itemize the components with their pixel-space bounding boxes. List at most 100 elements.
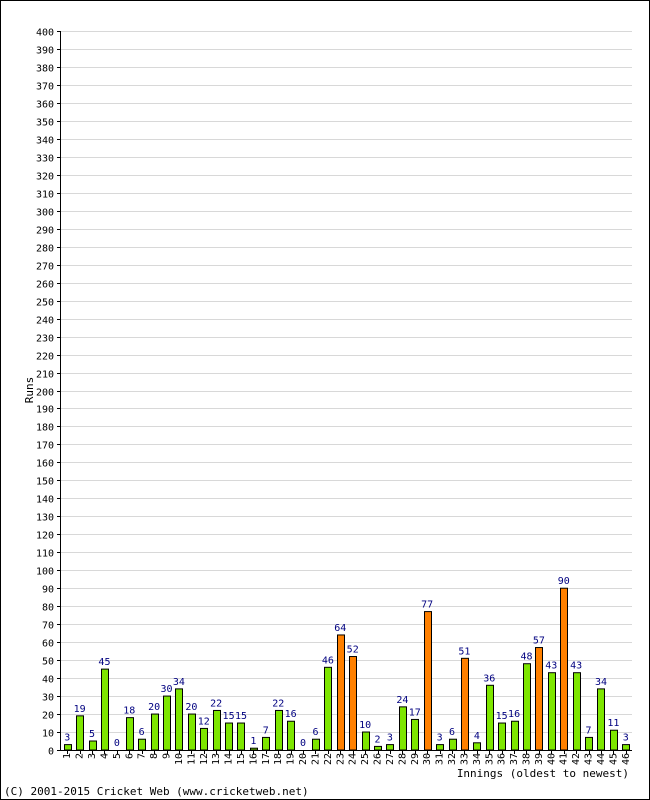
y-tick-label: 330 [36, 154, 54, 165]
bar-value-label: 6 [449, 727, 455, 738]
bar-value-label: 0 [114, 738, 120, 749]
y-tick-label: 190 [36, 405, 54, 416]
bar [138, 738, 146, 751]
bar-value-label: 51 [458, 646, 470, 657]
x-tick-label: 43 [584, 753, 595, 765]
x-tick-label: 18 [273, 753, 284, 765]
y-tick-label: 70 [42, 621, 54, 632]
bar-value-label: 22 [210, 698, 222, 709]
bar [374, 745, 382, 751]
x-tick-label: 22 [323, 753, 334, 765]
y-tick-label: 310 [36, 190, 54, 201]
y-tick-label: 20 [42, 711, 54, 722]
x-tick-label: 28 [397, 753, 408, 765]
y-tick-label: 260 [36, 280, 54, 291]
bar-value-label: 12 [198, 716, 210, 727]
bar [511, 720, 519, 751]
bar-value-label: 17 [409, 707, 421, 718]
bar [449, 738, 457, 751]
bar [411, 718, 419, 751]
x-tick-label: 46 [621, 753, 632, 765]
bar-value-label: 77 [421, 600, 433, 611]
x-tick-label: 45 [608, 753, 619, 765]
x-tick-label: 26 [373, 753, 384, 765]
bar [126, 717, 134, 751]
x-tick-label: 9 [162, 753, 173, 759]
bar [610, 729, 618, 751]
bar [337, 634, 345, 751]
bar-value-label: 45 [98, 657, 110, 668]
bar-value-label: 3 [437, 733, 443, 744]
x-tick-label: 33 [459, 753, 470, 765]
x-tick-label: 38 [521, 753, 532, 765]
x-tick-label: 24 [348, 753, 359, 765]
y-tick-label: 270 [36, 262, 54, 273]
bar [436, 744, 444, 751]
bar [89, 740, 97, 751]
bar [622, 744, 630, 751]
bar-value-label: 16 [285, 709, 297, 720]
bar-value-label: 3 [387, 733, 393, 744]
bar-value-label: 20 [185, 702, 197, 713]
y-tick-label: 390 [36, 46, 54, 57]
y-tick-label: 380 [36, 64, 54, 75]
y-axis-ticks: 0 10 20 30 40 50 60 70 80 90 100 110 120 130 140 150 160… [36, 28, 54, 758]
y-tick-label: 60 [42, 639, 54, 650]
x-tick-label: 27 [385, 753, 396, 765]
y-tick-label: 130 [36, 513, 54, 524]
bar [498, 722, 506, 751]
x-tick-label: 32 [447, 753, 458, 765]
y-tick-label: 180 [36, 423, 54, 434]
bar [324, 666, 332, 751]
bar [486, 684, 494, 751]
y-tick-label: 290 [36, 226, 54, 237]
bar [275, 709, 283, 751]
bar [188, 713, 196, 751]
bar-value-label: 11 [607, 718, 619, 729]
y-tick-label: 400 [36, 28, 54, 39]
x-tick-label: 16 [248, 753, 259, 765]
bar [523, 663, 531, 751]
bar [213, 709, 221, 751]
bar-value-label: 30 [160, 684, 172, 695]
y-tick-label: 340 [36, 136, 54, 147]
bar [250, 747, 258, 751]
bar-value-label: 52 [347, 645, 359, 656]
bar [76, 715, 84, 751]
bar-value-label: 0 [300, 738, 306, 749]
grid-lines [57, 31, 632, 751]
bar-value-label: 19 [74, 704, 86, 715]
y-tick-label: 250 [36, 298, 54, 309]
y-tick-label: 100 [36, 567, 54, 578]
x-tick-label: 36 [497, 753, 508, 765]
x-tick-label: 23 [335, 753, 346, 765]
bar-value-label: 4 [474, 731, 480, 742]
x-tick-label: 11 [186, 753, 197, 765]
bar-value-label: 57 [533, 636, 545, 647]
bar [349, 656, 357, 751]
bar [548, 672, 556, 751]
x-axis-ticks: 1 2 3 4 5 6 7 8 9 10 11 12 13 14 15 16 17 18 19 20 21 22 23 24 2… [62, 750, 632, 765]
x-tick-label: 35 [484, 753, 495, 765]
x-tick-label: 30 [422, 753, 433, 765]
bar [597, 688, 605, 751]
x-tick-label: 8 [149, 753, 160, 759]
bar-value-label: 7 [263, 725, 269, 736]
x-tick-label: 39 [534, 753, 545, 765]
y-tick-label: 230 [36, 334, 54, 345]
y-tick-label: 40 [42, 675, 54, 686]
bar-value-label: 2 [375, 734, 381, 745]
x-tick-label: 34 [472, 753, 483, 765]
bar [461, 657, 469, 751]
y-tick-label: 370 [36, 82, 54, 93]
bar-value-label: 16 [508, 709, 520, 720]
y-tick-label: 200 [36, 388, 54, 399]
x-tick-label: 29 [410, 753, 421, 765]
x-tick-label: 37 [509, 753, 520, 765]
bar-value-label: 18 [123, 706, 135, 717]
bar [200, 727, 208, 751]
bar [237, 722, 245, 751]
bar [573, 672, 581, 751]
y-tick-label: 50 [42, 657, 54, 668]
